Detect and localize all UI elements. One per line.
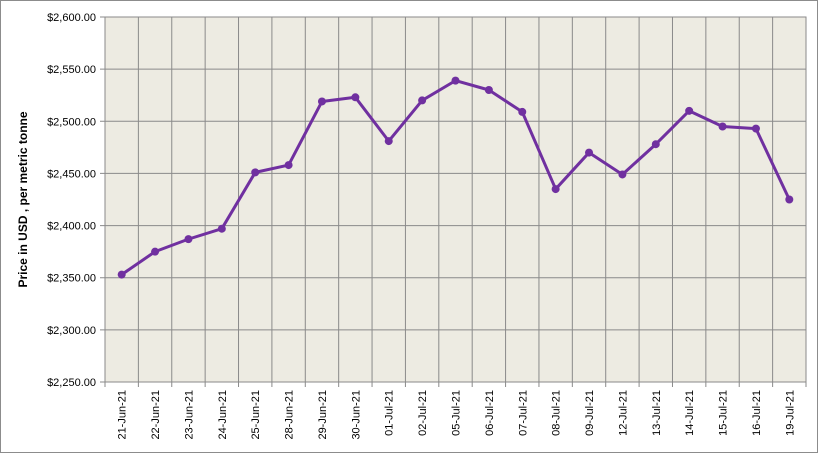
- x-tick-label: 19-Jul-21: [784, 390, 796, 436]
- x-tick-label: 07-Jul-21: [517, 390, 529, 436]
- data-point: [418, 96, 427, 105]
- x-tick-label: 28-Jun-21: [284, 390, 296, 440]
- y-tick-label: $2,350.00: [47, 273, 96, 285]
- data-point: [518, 107, 527, 116]
- x-tick-label: 15-Jul-21: [718, 390, 730, 436]
- data-point: [351, 93, 360, 102]
- data-point: [751, 124, 760, 133]
- x-tick-label: 21-Jun-21: [117, 390, 129, 440]
- x-tick-label: 22-Jun-21: [150, 390, 162, 440]
- data-point: [384, 137, 393, 146]
- data-point: [585, 148, 594, 157]
- x-tick-label: 25-Jun-21: [250, 390, 262, 440]
- data-point: [685, 106, 694, 115]
- x-tick-label: 13-Jul-21: [651, 390, 663, 436]
- x-tick-label: 24-Jun-21: [217, 390, 229, 440]
- x-tick-label: 05-Jul-21: [451, 390, 463, 436]
- x-tick-label: 06-Jul-21: [484, 390, 496, 436]
- data-point: [217, 224, 226, 233]
- data-point: [718, 122, 727, 131]
- data-point: [785, 195, 794, 204]
- x-tick-label: 01-Jul-21: [384, 390, 396, 436]
- y-tick-label: $2,500.00: [47, 116, 96, 128]
- y-tick-label: $2,450.00: [47, 168, 96, 180]
- y-tick-label: $2,600.00: [47, 12, 96, 24]
- x-tick-label: 29-Jun-21: [317, 390, 329, 440]
- x-tick-label: 09-Jul-21: [584, 390, 596, 436]
- data-point: [151, 247, 160, 256]
- x-tick-label: 16-Jul-21: [751, 390, 763, 436]
- x-tick-label: 12-Jul-21: [617, 390, 629, 436]
- y-tick-label: $2,400.00: [47, 221, 96, 233]
- y-tick-label: $2,550.00: [47, 64, 96, 76]
- data-point: [117, 270, 126, 279]
- x-tick-label: 30-Jun-21: [350, 390, 362, 440]
- data-point: [251, 168, 260, 177]
- x-tick-label: 08-Jul-21: [551, 390, 563, 436]
- data-point: [651, 140, 660, 149]
- data-point: [184, 235, 193, 244]
- x-tick-label: 23-Jun-21: [183, 390, 195, 440]
- data-point: [551, 185, 560, 194]
- y-tick-label: $2,250.00: [47, 377, 96, 389]
- y-axis-title: Price in USD , per metric tonne: [16, 111, 30, 287]
- y-tick-label: $2,300.00: [47, 325, 96, 337]
- plot-area: [105, 17, 806, 382]
- x-tick-label: 14-Jul-21: [684, 390, 696, 436]
- data-point: [484, 86, 493, 94]
- data-point: [618, 170, 627, 179]
- data-point: [317, 97, 326, 106]
- plot-border: [104, 16, 807, 383]
- x-tick-label: 02-Jul-21: [417, 390, 429, 436]
- data-point: [451, 76, 460, 85]
- data-point: [284, 161, 293, 170]
